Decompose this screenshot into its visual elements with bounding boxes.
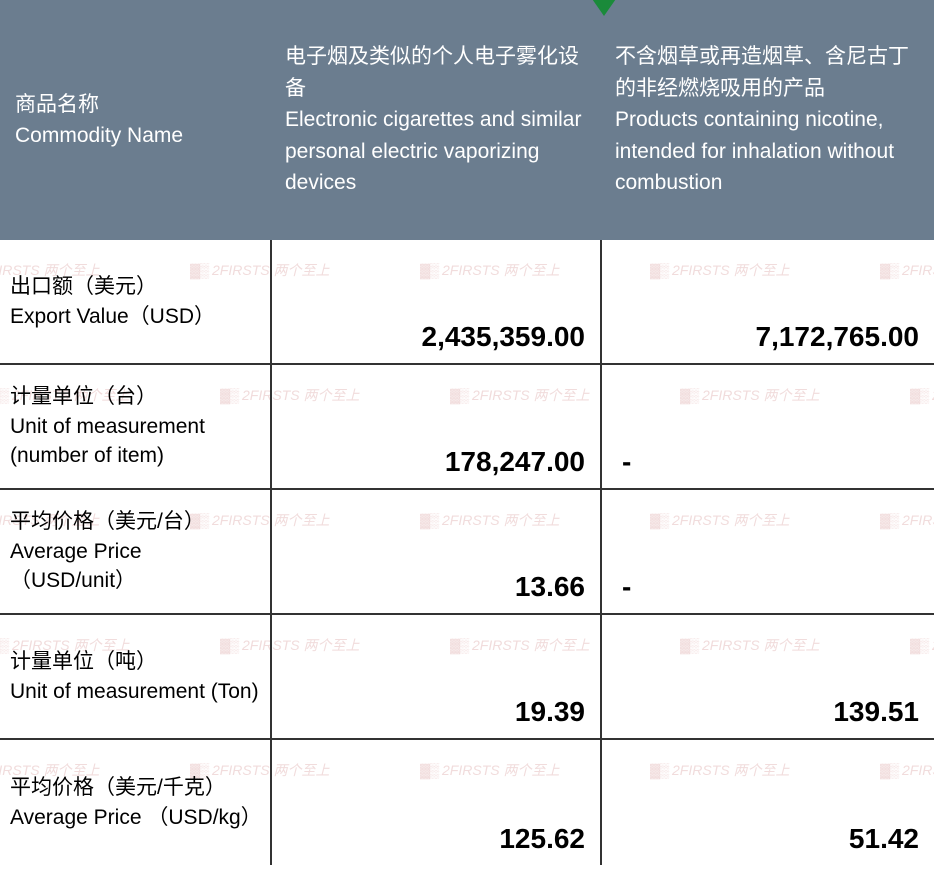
row-label-cn: 计量单位（台） bbox=[10, 382, 157, 411]
table-header-row: 商品名称 Commodity Name 电子烟及类似的个人电子雾化设备 Elec… bbox=[0, 0, 934, 240]
row-label-cn: 出口额（美元） bbox=[10, 272, 157, 301]
header-col2-cn: 不含烟草或再造烟草、含尼古丁的非经燃烧吸用的产品 bbox=[615, 41, 919, 104]
header-col2-en: Products containing nicotine, intended f… bbox=[615, 104, 919, 199]
row-value-2: 51.42 bbox=[600, 740, 934, 865]
row-value-1: 19.39 bbox=[270, 615, 600, 738]
row-label-cell: 平均价格（美元/千克）Average Price （USD/kg） bbox=[0, 740, 270, 865]
row-label-cell: 计量单位（台）Unit of measurement (number of it… bbox=[0, 365, 270, 488]
row-label-en: Unit of measurement (number of item) bbox=[10, 412, 260, 471]
header-label-cn: 商品名称 bbox=[15, 89, 255, 121]
table-row: 平均价格（美元/千克）Average Price （USD/kg）125.625… bbox=[0, 740, 934, 865]
row-label-en: Unit of measurement (Ton) bbox=[10, 677, 259, 706]
header-label-en: Commodity Name bbox=[15, 120, 255, 152]
table-row: 计量单位（吨）Unit of measurement (Ton)19.39139… bbox=[0, 615, 934, 740]
row-label-cell: 出口额（美元） Export Value（USD） bbox=[0, 240, 270, 363]
row-label-en: Average Price （USD/unit） bbox=[10, 537, 260, 596]
row-label-en: Average Price （USD/kg） bbox=[10, 803, 260, 832]
export-data-table: ▓▒ 2FIRSTS 两个至上▓▒ 2FIRSTS 两个至上▓▒ 2FIRSTS… bbox=[0, 0, 934, 865]
row-label-cn: 平均价格（美元/台） bbox=[10, 507, 205, 536]
table-row: 平均价格（美元/台）Average Price （USD/unit）13.66- bbox=[0, 490, 934, 615]
table-row: 计量单位（台）Unit of measurement (number of it… bbox=[0, 365, 934, 490]
row-value-2: 139.51 bbox=[600, 615, 934, 738]
row-value-2: - bbox=[600, 490, 934, 613]
row-value-1: 125.62 bbox=[270, 740, 600, 865]
row-value-1: 13.66 bbox=[270, 490, 600, 613]
table-row: 出口额（美元） Export Value（USD）2,435,359.007,1… bbox=[0, 240, 934, 365]
header-col1-cn: 电子烟及类似的个人电子雾化设备 bbox=[285, 41, 585, 104]
row-value-1: 178,247.00 bbox=[270, 365, 600, 488]
indicator-triangle bbox=[590, 0, 618, 16]
header-col1-en: Electronic cigarettes and similar person… bbox=[285, 104, 585, 199]
row-value-1: 2,435,359.00 bbox=[270, 240, 600, 363]
row-label-en: Export Value（USD） bbox=[10, 302, 215, 331]
row-value-2: - bbox=[600, 365, 934, 488]
header-col2-cell: 不含烟草或再造烟草、含尼古丁的非经燃烧吸用的产品 Products contai… bbox=[600, 21, 934, 219]
row-label-cn: 计量单位（吨） bbox=[10, 647, 157, 676]
header-col1-cell: 电子烟及类似的个人电子雾化设备 Electronic cigarettes an… bbox=[270, 21, 600, 219]
row-label-cn: 平均价格（美元/千克） bbox=[10, 773, 226, 802]
table-body: 出口额（美元） Export Value（USD）2,435,359.007,1… bbox=[0, 240, 934, 865]
row-label-cell: 平均价格（美元/台）Average Price （USD/unit） bbox=[0, 490, 270, 613]
row-value-2: 7,172,765.00 bbox=[600, 240, 934, 363]
header-label-cell: 商品名称 Commodity Name bbox=[0, 69, 270, 172]
row-label-cell: 计量单位（吨）Unit of measurement (Ton) bbox=[0, 615, 270, 738]
